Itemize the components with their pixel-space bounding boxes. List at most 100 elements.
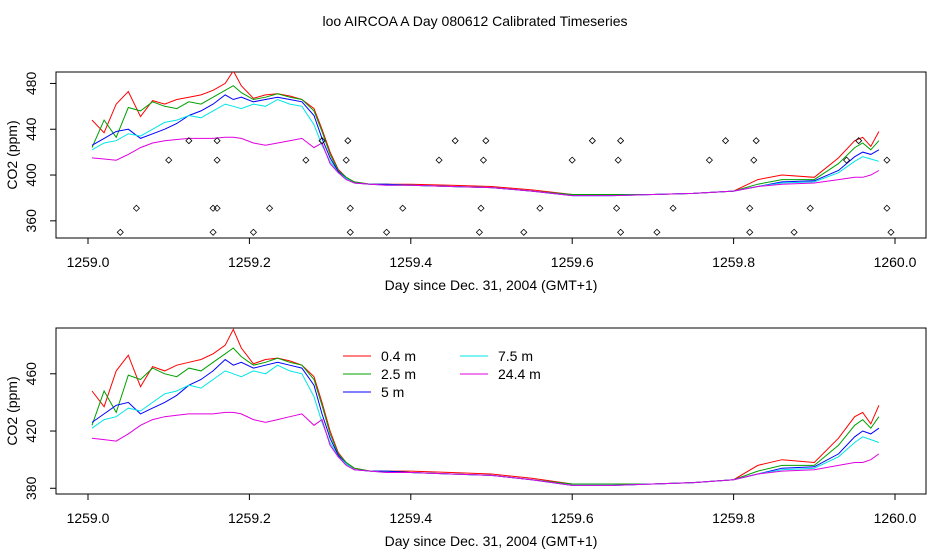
y-tick-label: 360 [23,209,39,233]
x-axis-label-top: Day since Dec. 31, 2004 (GMT+1) [385,277,598,293]
panel-bottom: Day since Dec. 31, 2004 (GMT+1) CO2 (ppm… [4,327,927,549]
legend-label: 24.4 m [498,366,541,382]
series-line-5-m [91,94,880,197]
series-line-7-5-m [91,98,880,197]
marker-point [213,204,221,212]
x-axis-label-bottom: Day since Dec. 31, 2004 (GMT+1) [385,533,598,549]
marker-point [475,228,483,236]
x-tick-label: 1259.0 [67,510,110,526]
series-line-7-5-m [91,364,880,486]
marker-point [213,156,221,164]
marker-point [479,156,487,164]
marker-point [318,137,326,145]
marker-point [482,137,490,145]
marker-point [843,156,851,164]
y-tick-label: 420 [23,419,39,443]
marker-point [266,204,274,212]
marker-point [746,228,754,236]
x-tick-label: 1259.8 [712,510,755,526]
marker-point [344,137,352,145]
marker-point [750,156,758,164]
marker-point [883,156,891,164]
marker-point [568,156,576,164]
marker-point [342,156,350,164]
marker-point [653,228,661,236]
series-lines-top [91,72,880,197]
marker-point [185,137,193,145]
legend-label: 5 m [381,384,404,400]
marker-point [806,204,814,212]
marker-point [165,156,173,164]
plot-frame-top [55,71,927,239]
marker-point [520,228,528,236]
series-line-5-m [91,358,880,486]
x-tick-label: 1259.0 [67,254,110,270]
marker-point [477,204,485,212]
y-tick-label: 440 [23,117,39,141]
marker-point [790,228,798,236]
marker-point [302,156,310,164]
marker-point [209,228,217,236]
marker-point [613,204,621,212]
y-ticks-top: 360 400 440 480 [23,72,56,233]
series-line-24-4-m [91,411,880,486]
y-tick-label: 400 [23,163,39,187]
y-axis-label-bottom: CO2 (ppm) [4,376,20,445]
y-tick-label: 480 [23,72,39,96]
markers-top [116,137,895,236]
legend-label: 0.4 m [381,348,416,364]
x-tick-label: 1259.6 [551,254,594,270]
marker-point [617,137,625,145]
x-tick-label: 1259.2 [228,254,271,270]
marker-point [883,204,891,212]
marker-point [669,204,677,212]
x-tick-label: 1259.2 [228,510,271,526]
series-line-24-4-m [91,136,880,197]
y-axis-label-top: CO2 (ppm) [4,120,20,189]
series-line-0-4-m [91,72,880,195]
marker-point [588,137,596,145]
marker-point [399,204,407,212]
marker-point [752,137,760,145]
marker-point [617,228,625,236]
x-tick-label: 1260.0 [874,254,917,270]
legend-label: 2.5 m [381,366,416,382]
marker-point [451,137,459,145]
x-tick-label: 1259.8 [712,254,755,270]
marker-point [721,137,730,145]
marker-point [746,204,754,212]
chart-title: loo AIRCOA A Day 080612 Calibrated Times… [322,13,627,29]
marker-point [249,228,258,236]
marker-point [383,228,391,236]
x-ticks-top: 1259.0 1259.2 1259.4 1259.6 1259.8 1260.0 [67,238,917,270]
marker-point [209,204,217,212]
marker-point [346,204,354,212]
marker-point [705,156,713,164]
panel-top: Day since Dec. 31, 2004 (GMT+1) CO2 (ppm… [4,71,927,293]
x-tick-label: 1259.6 [551,510,594,526]
marker-point [887,228,895,236]
series-lines-bottom [91,328,880,486]
marker-point [346,228,354,236]
x-tick-label: 1259.4 [389,254,432,270]
legend-label: 7.5 m [498,348,533,364]
legend: 0.4 m 2.5 m 5 m 7.5 m 24.4 m [343,348,541,400]
y-ticks-bottom: 380 420 460 [23,362,56,500]
marker-point [855,137,863,145]
marker-point [213,137,221,145]
x-ticks-bottom: 1259.0 1259.2 1259.4 1259.6 1259.8 1260.0 [67,494,917,526]
marker-point [614,156,622,164]
series-line-2-5-m [91,85,880,195]
marker-point [132,204,140,212]
series-line-2-5-m [91,347,880,485]
marker-point [536,204,544,212]
x-tick-label: 1259.4 [389,510,432,526]
marker-point [116,228,124,236]
plot-frame-bottom [55,327,927,495]
x-tick-label: 1260.0 [874,510,917,526]
series-line-0-4-m [91,328,880,485]
y-tick-label: 380 [23,476,39,500]
y-tick-label: 460 [23,362,39,386]
